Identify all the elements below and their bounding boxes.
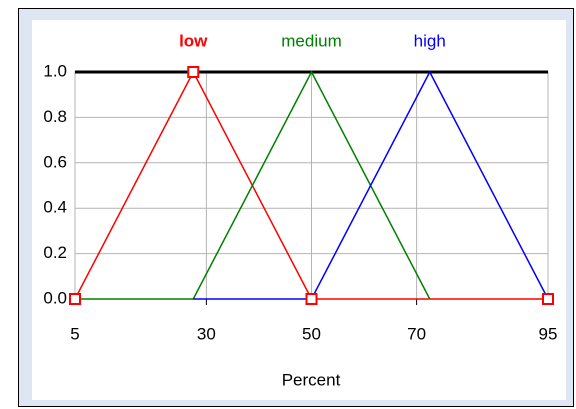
vertex-marker (69, 293, 81, 305)
y-tick-label: 1.0 (43, 61, 67, 80)
y-tick-label: 0.2 (43, 243, 67, 262)
y-tick-label: 0.0 (43, 288, 67, 307)
legend-label: medium (281, 31, 341, 50)
y-tick-label: 0.6 (43, 152, 67, 171)
vertex-marker (187, 66, 200, 78)
vertex-marker (542, 293, 554, 305)
vertex-marker (305, 293, 318, 305)
x-tick-label: 70 (407, 324, 426, 343)
x-tick-label: 95 (539, 324, 558, 343)
legend-label: high (414, 31, 446, 50)
y-tick-label: 0.4 (43, 198, 67, 217)
legend-label: low (179, 31, 208, 50)
x-tick-label: 50 (302, 324, 321, 343)
x-axis-label: Percent (282, 370, 341, 389)
y-tick-label: 0.8 (43, 107, 67, 126)
membership-line (193, 70, 549, 300)
x-tick-label: 30 (197, 324, 216, 343)
x-tick-label: 5 (70, 324, 79, 343)
